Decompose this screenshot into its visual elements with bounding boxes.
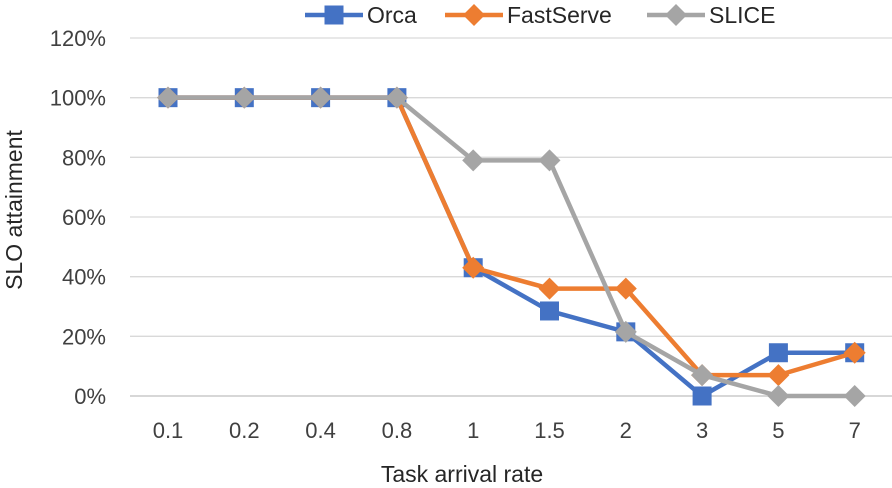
x-tick-label: 5 (772, 418, 784, 443)
y-axis-ticks: 0% 20% 40% 60% 80% 100% 120% (50, 26, 106, 409)
series-orca (158, 88, 865, 406)
legend-label: SLICE (709, 2, 775, 28)
legend-marker (665, 4, 687, 26)
legend-label: Orca (367, 2, 417, 28)
x-tick-label: 7 (849, 418, 861, 443)
slice-point (385, 86, 408, 109)
slice-point (691, 364, 714, 387)
y-tick-label: 120% (50, 26, 106, 51)
slice-point (614, 320, 637, 343)
fastserve-point (843, 341, 866, 364)
y-tick-label: 80% (62, 145, 106, 170)
y-tick-label: 0% (74, 384, 106, 409)
y-tick-label: 40% (62, 265, 106, 290)
fastserve-point (462, 256, 485, 279)
orca-point (768, 343, 788, 363)
series-fastserve (157, 86, 866, 387)
orca-point (540, 301, 559, 321)
x-tick-label: 0.2 (229, 418, 260, 443)
fastserve-line (165, 95, 857, 378)
x-axis-ticks: 0.1 0.2 0.4 0.8 1 1.5 2 3 5 7 (153, 418, 861, 443)
legend-marker (463, 4, 485, 26)
series-layer (157, 86, 866, 407)
legend-item-slice: SLICE (647, 2, 775, 28)
fastserve-point (767, 364, 790, 387)
x-axis-title: Task arrival rate (381, 461, 543, 487)
fastserve-point (538, 277, 561, 300)
slice-point (767, 385, 790, 407)
x-tick-label: 0.1 (153, 418, 184, 443)
slice-point (462, 149, 485, 172)
slice-point (538, 149, 561, 172)
slice-point (843, 385, 866, 407)
y-tick-label: 20% (62, 324, 106, 349)
legend: Orca FastServe SLICE (305, 2, 775, 28)
x-tick-label: 0.8 (382, 418, 413, 443)
slice-point (157, 86, 179, 109)
legend-label: FastServe (507, 2, 612, 28)
slice-point (233, 86, 256, 109)
slice-line (165, 95, 857, 399)
x-tick-label: 2 (620, 418, 632, 443)
orca-line (165, 95, 857, 399)
x-tick-label: 1.5 (534, 418, 565, 443)
orca-point (692, 386, 712, 406)
legend-item-orca: Orca (305, 2, 417, 28)
series-slice (157, 86, 866, 407)
legend-marker (324, 5, 344, 25)
y-tick-label: 60% (62, 205, 106, 230)
slice-point (309, 86, 332, 109)
x-tick-label: 0.4 (305, 418, 336, 443)
fastserve-point (614, 277, 637, 300)
x-tick-label: 1 (467, 418, 479, 443)
y-axis-title: SLO attainment (1, 129, 27, 289)
legend-item-fastserve: FastServe (445, 2, 612, 28)
x-tick-label: 3 (696, 418, 708, 443)
y-tick-label: 100% (50, 86, 106, 111)
